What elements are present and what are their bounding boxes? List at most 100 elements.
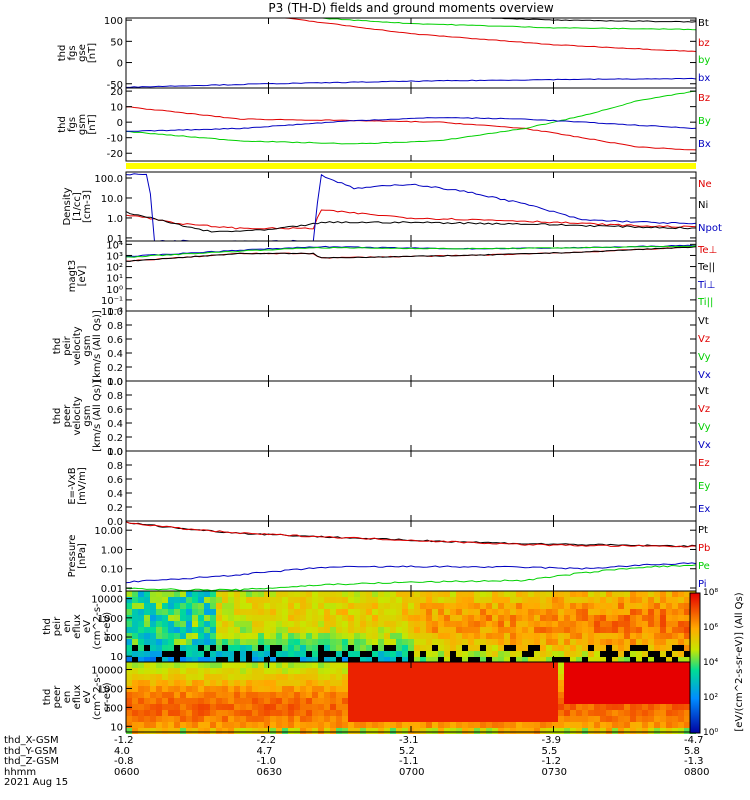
- svg-text:[nT]: [nT]: [87, 43, 98, 63]
- y-axis-label: thd fgs gse [nT]: [57, 43, 98, 63]
- ephemeris-value: -1.1: [399, 756, 419, 768]
- svg-text:velocity: velocity: [72, 396, 83, 435]
- colorbar: 10⁰ 10² 10⁴ 10⁶ 10⁸ [eV/(cm^2-s-sr-eV)] (All …: [689, 588, 745, 738]
- y-tick-label: 0.0: [107, 377, 123, 388]
- ephemeris-value: -1.0: [256, 756, 277, 768]
- y-axis-label: thd peer velocity gsm [km/s (All Qs)]: [52, 380, 103, 452]
- svg-text:thd: thd: [57, 45, 68, 62]
- y-tick-label: 0.4: [107, 349, 123, 360]
- svg-text:[nPa]: [nPa]: [77, 543, 88, 569]
- svg-text:thd: thd: [42, 618, 53, 635]
- series-temperature-Te⊥: [126, 246, 696, 262]
- series-density-Ni: [126, 211, 696, 233]
- ephemeris-label: thd_Y-GSM: [4, 745, 58, 757]
- svg-text:eflux: eflux: [72, 614, 83, 639]
- legend-Bt: Bt: [698, 18, 709, 29]
- panel-peer_velocity: 0.0 0.2 0.4 0.6 0.8 1.0 thd peer velocity gsm [km/…: [52, 377, 711, 458]
- svg-text:peer: peer: [52, 685, 63, 709]
- colorbar-label: [eV/(cm^2-s-sr-eV)] (All Qs): [734, 592, 745, 731]
- ephemeris-value: 5.8: [684, 745, 700, 757]
- y-tick-label: -10: [107, 134, 123, 145]
- svg-text:eV: eV: [82, 620, 93, 633]
- y-tick-label: 0.8: [107, 321, 123, 332]
- y-tick-label: 10¹: [106, 274, 123, 285]
- y-tick-label: 0.6: [107, 405, 123, 416]
- series-fgs_gsm-Bz: [126, 106, 696, 151]
- ephemeris-value: -1.3: [684, 756, 704, 768]
- y-tick-label: 10000: [91, 595, 123, 606]
- ephemeris-value: 5.2: [399, 745, 415, 757]
- ephemeris-value: -3.9: [541, 735, 562, 746]
- y-tick-label: 10⁻²: [101, 307, 123, 318]
- legend-Pe: Pe: [698, 561, 710, 572]
- y-tick-label: 100: [104, 633, 123, 644]
- series-pressure-Pb: [126, 521, 696, 548]
- legend-Pi: Pi: [698, 579, 707, 590]
- svg-text:peir: peir: [52, 616, 63, 636]
- y-tick-label: 1.0: [107, 214, 123, 225]
- y-tick-label: 100: [104, 703, 123, 714]
- svg-text:Density: Density: [62, 187, 73, 225]
- svg-text:gsm: gsm: [77, 114, 88, 135]
- y-axis-label: Pressure [nPa]: [67, 535, 88, 578]
- y-tick-label: 0.0: [107, 517, 123, 528]
- legend-Vx: Vx: [698, 440, 711, 451]
- y-axis-label: thd peir en eflux eV (cm^2-s-sr-eV): [42, 603, 113, 650]
- legend-Vy: Vy: [698, 422, 711, 433]
- legend-Pt: Pt: [698, 525, 708, 536]
- svg-text:(cm^2-s-: (cm^2-s-: [92, 603, 103, 650]
- legend-Vy: Vy: [698, 352, 711, 363]
- y-axis-label: E=-VxB [mV/m]: [67, 467, 88, 505]
- ephemeris-label: thd_X-GSM: [4, 735, 59, 746]
- svg-text:[km/s (All Qs)]: [km/s (All Qs)]: [92, 310, 103, 382]
- y-tick-label: 10.0: [101, 194, 123, 205]
- ephemeris-value: -1.2: [114, 735, 134, 746]
- svg-text:[eV]: [eV]: [77, 266, 88, 287]
- y-tick-label: 0.4: [107, 419, 123, 430]
- svg-text:[mV/m]: [mV/m]: [77, 467, 88, 505]
- ephemeris-value: 0700: [399, 766, 425, 778]
- colorbar-tick: 10²: [703, 693, 718, 703]
- colorbar-tick: 10⁰: [703, 728, 718, 738]
- ephemeris-value: 0630: [256, 766, 282, 778]
- series-density-Ne: [126, 209, 696, 230]
- ephemeris-value: -2.2: [256, 735, 277, 746]
- legend-bz: bz: [698, 38, 710, 49]
- series-pressure-Pt: [126, 521, 696, 548]
- y-tick-label: 10000: [91, 666, 123, 677]
- legend-Vt: Vt: [698, 316, 709, 327]
- colorbar-tick: 10⁴: [703, 658, 718, 668]
- svg-text:fgs: fgs: [67, 45, 78, 60]
- ephemeris-label: thd_Z-GSM: [4, 756, 59, 768]
- y-tick-label: 0.10: [101, 565, 123, 576]
- svg-text:eV: eV: [82, 690, 93, 703]
- svg-text:thd: thd: [57, 116, 68, 133]
- colorbar-tick: 10⁸: [703, 588, 718, 598]
- y-tick-label: 1.00: [101, 545, 123, 556]
- series-fgs_gse-Bt: [472, 18, 696, 23]
- svg-text:gsm: gsm: [82, 335, 93, 356]
- svg-text:sr-eV): sr-eV): [102, 682, 113, 711]
- ephemeris-value: -1.2: [541, 756, 562, 768]
- panel-pressure: 0.01 0.10 1.00 10.00 Pressure [nPa] Pt Pb Pe Pi: [67, 520, 710, 595]
- y-tick-label: 0.2: [107, 363, 123, 374]
- data-availability-bar: [126, 163, 696, 169]
- y-tick-label: 10: [110, 722, 123, 733]
- legend-Te⊥: Te⊥: [697, 245, 717, 256]
- ephemeris-label: hhmm: [4, 766, 37, 778]
- series-fgs_gse-bz: [281, 18, 696, 52]
- spectrogram-ion: [126, 591, 696, 663]
- y-tick-label: 0.1: [107, 234, 123, 245]
- series-temperature-Te||: [126, 246, 696, 262]
- svg-text:peer: peer: [62, 404, 73, 428]
- ephemeris-table: thd_X-GSM -1.2 -2.2 -3.1 -3.9 -4.7 thd_Y-GSM 4.…: [4, 735, 709, 789]
- svg-text:thd: thd: [42, 689, 53, 706]
- svg-text:(cm^2-s-: (cm^2-s-: [92, 673, 103, 720]
- y-tick-label: -20: [107, 149, 123, 160]
- series-fgs_gsm-By: [126, 90, 696, 145]
- svg-text:[1/cc]: [1/cc]: [72, 192, 83, 221]
- ephemeris-value: 4.7: [256, 745, 273, 757]
- y-tick-label: 0.01: [101, 584, 123, 595]
